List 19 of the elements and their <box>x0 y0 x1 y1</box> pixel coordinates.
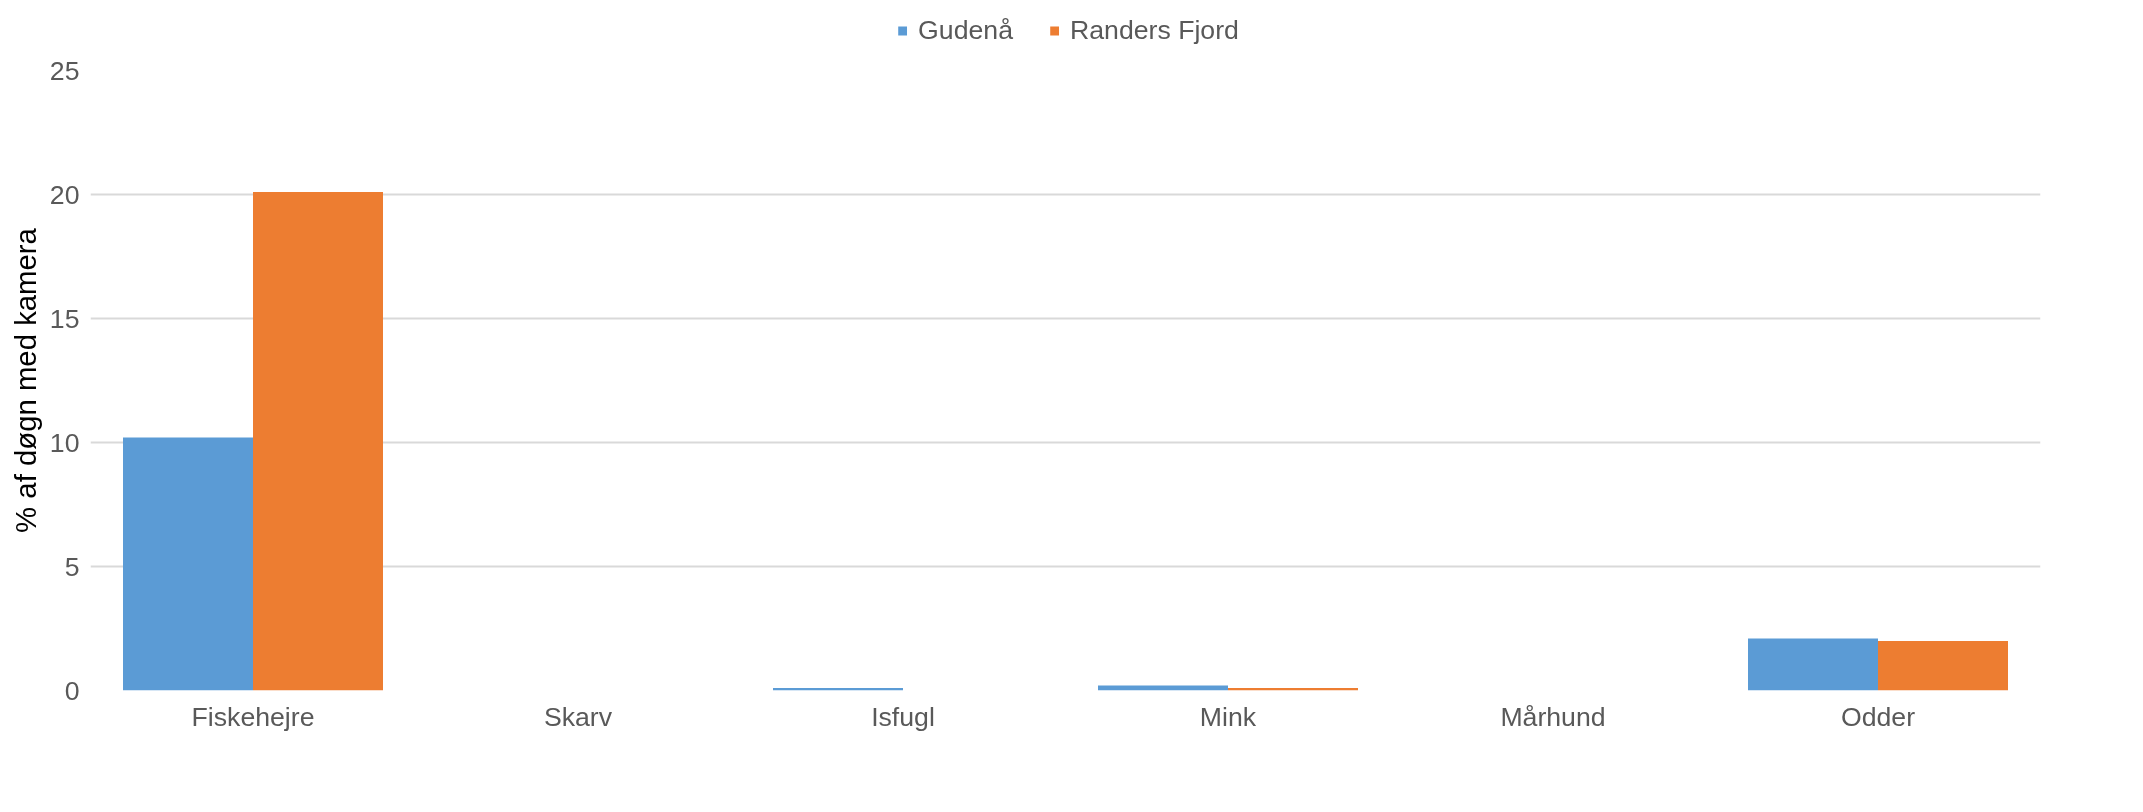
x-tick-label: Isfugl <box>871 701 935 732</box>
x-tick-label: Fiskehejre <box>191 701 315 732</box>
y-tick-label: 10 <box>49 427 80 458</box>
y-tick-label: 25 <box>49 55 80 86</box>
y-axis-title: % af døgn med kamera <box>8 227 42 533</box>
x-tick-label: Mink <box>1199 701 1257 732</box>
bar <box>1878 640 2008 691</box>
y-tick-label: 20 <box>49 179 80 210</box>
x-tick-label: Odder <box>1840 701 1916 732</box>
y-tick-label: 15 <box>49 303 80 334</box>
bar <box>253 192 383 691</box>
y-tick-label: 5 <box>64 551 80 582</box>
bar <box>1748 638 1878 691</box>
bar <box>123 437 253 691</box>
y-tick-label: 0 <box>64 675 80 706</box>
x-tick-label: Skarv <box>543 701 613 732</box>
x-tick-label: Mårhund <box>1500 701 1606 732</box>
legend-label: Gudenå <box>918 14 1013 46</box>
legend-label: Randers Fjord <box>1069 14 1239 46</box>
